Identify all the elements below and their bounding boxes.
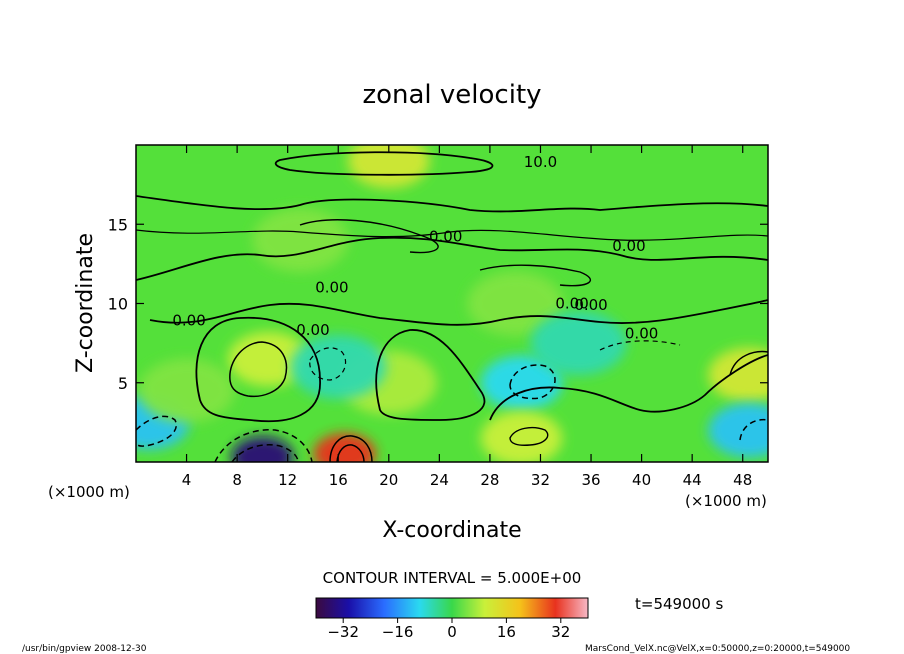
field-blob [708, 403, 768, 458]
contour-line [479, 264, 592, 287]
contour-line [375, 329, 486, 421]
y-axis-ticks: 5 10 15 [108, 215, 768, 393]
contour-line [509, 364, 556, 400]
field-blob [290, 334, 387, 399]
contour-line [229, 341, 288, 398]
x-tick-label: 28 [480, 471, 499, 489]
field-blob [348, 145, 430, 189]
contour-line [136, 195, 768, 213]
x-tick-label: 44 [683, 471, 702, 489]
contour-label: 0.00 [315, 278, 348, 296]
contour-line [599, 340, 681, 351]
field-blob [252, 208, 349, 273]
contour-line [136, 236, 768, 281]
contour-line [136, 229, 768, 241]
x-units-left: (×1000 m) [48, 483, 130, 501]
contour-line [309, 347, 347, 381]
x-tick-label: 4 [182, 471, 192, 489]
x-axis-ticks: 4 8 12 16 20 24 28 32 36 40 44 48 [182, 145, 752, 489]
x-tick-label: 16 [329, 471, 348, 489]
contour-interval-text: CONTOUR INTERVAL = 5.000E+00 [323, 569, 582, 587]
contour-line [136, 415, 177, 447]
x-units-right: (×1000 m) [685, 492, 767, 510]
plot-background [136, 145, 768, 462]
contour-label: 0.00 [612, 237, 645, 255]
contour-line [729, 350, 768, 376]
chart-title: zonal velocity [362, 80, 541, 110]
x-tick-label: 40 [632, 471, 651, 489]
contour-line [231, 444, 299, 462]
field-blob [313, 433, 376, 462]
x-tick-label: 20 [379, 471, 398, 489]
colorbar-tick-label: −16 [382, 623, 414, 641]
contour-label: 0.00 [574, 296, 607, 314]
y-tick-label: 10 [108, 295, 128, 314]
field-blob [467, 271, 564, 336]
contour-labels: 10.00.000.000.000.000.000.000.000.00 [172, 153, 658, 342]
y-tick-label: 15 [108, 215, 128, 234]
contour-line [274, 151, 494, 176]
colorbar-gradient [315, 597, 589, 619]
x-axis-label: X-coordinate [382, 518, 521, 543]
colorbar-tick-label: 0 [447, 623, 457, 641]
contour-label: 0.00 [555, 294, 588, 312]
contour-line [509, 426, 549, 446]
contour-label: 0.00 [625, 324, 658, 342]
footer-right: MarsCond_VelX.nc@VelX,x=0:50000,z=0:2000… [585, 644, 850, 654]
field-blob [480, 411, 563, 462]
x-tick-label: 32 [531, 471, 550, 489]
contour-line [336, 444, 365, 462]
contour-line [149, 299, 768, 326]
y-axis-label: Z-coordinate [73, 233, 98, 373]
contour-lines [136, 151, 768, 462]
contour-line [329, 435, 373, 462]
x-tick-label: 12 [278, 471, 297, 489]
footer-left: /usr/bin/gpview 2008-12-30 [22, 644, 147, 654]
colorbar-tick-label: 16 [497, 623, 516, 641]
contour-line [299, 219, 439, 254]
contour-line [195, 316, 321, 423]
contour-line [214, 429, 313, 462]
contour-line [739, 418, 768, 441]
colorbar: −32 −16 0 16 32 [315, 597, 589, 641]
contour-label: 10.0 [524, 153, 557, 171]
x-tick-label: 8 [232, 471, 242, 489]
contour-label: 0.00 [429, 228, 462, 246]
field-blob [480, 355, 563, 410]
x-tick-label: 36 [581, 471, 600, 489]
colorbar-tick-label: −32 [327, 623, 359, 641]
field-blob [231, 436, 294, 462]
y-tick-label: 5 [118, 374, 128, 393]
contour-label: 0.00 [296, 321, 329, 339]
field-blob [138, 358, 235, 423]
x-tick-label: 48 [733, 471, 752, 489]
time-label: t=549000 s [635, 595, 723, 613]
contour-line [489, 354, 768, 421]
colorbar-ticks: −32 −16 0 16 32 [327, 618, 570, 641]
field-blob [708, 347, 768, 403]
x-tick-label: 24 [430, 471, 449, 489]
colorbar-tick-label: 32 [551, 623, 570, 641]
contour-label: 0.00 [172, 312, 205, 330]
field-blob [530, 311, 627, 376]
